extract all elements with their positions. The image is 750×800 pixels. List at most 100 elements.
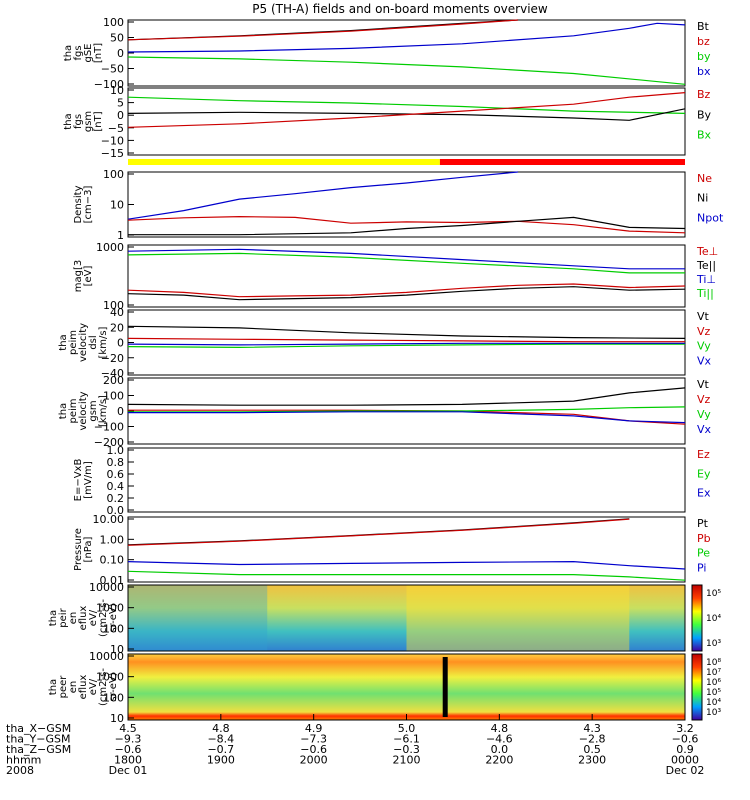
ephemeris-value: 2100 [393,754,421,767]
ephemeris-value: 4.5 [119,722,137,735]
ephemeris-label: hhmm [6,754,41,767]
y-axis-label: mag[3 [73,260,84,292]
legend-entry: Vt [697,378,710,391]
series-line-by [127,56,686,85]
ephemeris-value: 0.0 [491,743,509,756]
y-tick-label: 10000 [89,650,124,663]
y-tick-label: 0.10 [100,554,125,567]
legend-entry: Bt [697,20,710,33]
spectrogram-band [406,585,630,651]
legend-entry: Bx [697,129,712,142]
y-axis-label: [km/s] [98,326,109,358]
ephemeris-value: −7.3 [300,733,327,746]
y-axis-label: [mV/m] [83,461,94,499]
y-axis-label: [nPa] [83,536,94,562]
colorbar [691,584,703,652]
y-tick-label: 1.0 [107,444,125,457]
y-tick-label: −100 [94,421,124,434]
ephemeris-value: 4.9 [305,722,323,735]
ephemeris-value: 2300 [578,754,606,767]
panel-fgs_gse: 100 50 0 −50 −100 tha fgs gSE [nT] Bt bz by bx [63,16,711,91]
colorbar-label: 10⁶ [706,678,721,688]
y-axis-label: fgs [73,45,84,60]
y-tick-label: 0 [117,405,124,418]
legend-entry: Bz [697,88,711,101]
legend-entry: Ti|| [696,287,714,300]
y-axis-label: peir [58,607,69,627]
y-axis-label: [km/s] [98,395,109,427]
y-axis-label: gsm [83,111,94,132]
y-axis-label: (cm2-s- [98,668,109,706]
y-tick-label: 1000 [96,602,124,615]
legend-entry: by [697,50,711,63]
y-axis-label: tha [63,113,74,129]
series-line-Ni [128,216,686,236]
y-tick-label: 0 [117,109,124,122]
panel-peim_velocity_dsl: 40 20 0 −20 −40 tha peim velocity dsl [km/s] Vt Vz V… [58,306,712,380]
y-axis-label: E=−VxB [73,459,84,502]
panel-frame [127,584,686,652]
colorbar-label: 10⁵ [706,589,721,599]
y-tick-label: 0.4 [107,480,125,493]
legend-entry: Vz [697,393,711,406]
series-line-Bx [127,96,686,114]
y-tick-label: −5 [108,122,124,135]
series-line-Vz [127,337,685,343]
spectrogram-gap [442,657,448,717]
y-axis-label: Pressure [73,528,84,571]
legend-entry: Vx [697,354,712,367]
legend-entry: Ti⊥ [696,273,716,286]
series-line-Vx [127,342,685,346]
panel-peir_eflux: 10⁵ 10⁴ 10³ 10000 1000 100 10 tha peir en eflux eV/… [48,581,721,656]
y-axis-label: [cm−3] [83,186,94,224]
ephemeris-value: 0.9 [676,743,694,756]
y-tick-label: 10 [110,712,124,725]
y-tick-label: 40 [110,306,124,319]
y-tick-label: −100 [94,78,124,91]
y-axis-label: dsl [88,335,99,349]
y-tick-label: 0.01 [100,574,125,587]
series-line-Bz [127,92,686,128]
y-tick-label: 1000 [96,671,124,684]
series-line-Vy [128,406,686,413]
ephemeris-value: 4.3 [583,722,601,735]
ephemeris-value: 2200 [485,754,513,767]
legend-entry: bx [697,65,711,78]
series-line-Vt [127,387,686,406]
series-line-Te|| [127,286,686,301]
series-line-Vx [128,411,686,424]
y-tick-label: 100 [103,168,124,181]
legend-entry: Pb [697,532,711,545]
y-tick-label: 0.0 [107,504,125,517]
ephemeris-label: 2008 [6,764,34,777]
panel-frame [127,244,686,308]
legend-entry: Ey [697,467,711,480]
y-tick-label: 20 [110,321,124,334]
series-line-By [127,108,686,121]
legend-entry: Pi [697,561,706,574]
y-tick-label: 10000 [89,581,124,594]
y-axis-label: gSE [83,43,94,62]
y-axis-label: fgs [73,114,84,129]
y-axis-label: eflux [78,606,89,631]
ephemeris-value: 1800 [114,754,142,767]
panel-peim_velocity_gsm: 200 100 0 −100 −200 tha peim velocity gsm [km/s] V… [58,374,712,449]
panel-temperature: 1000 100 mag[3 [eV] Te⊥Te||Ti⊥Ti|| [73,241,718,312]
series-line-Vy [127,343,685,349]
series-line-Ne [127,215,686,234]
y-axis-label: (cm2-s- [98,599,109,637]
series-line-bz [127,19,518,41]
legend-entry: Ne [697,172,712,185]
y-axis-label: [nT] [93,43,104,63]
colorbar-label: 10³ [706,708,721,718]
legend-entry: Vt [697,310,710,323]
legend-entry: bz [697,35,710,48]
y-axis-label: [nT] [93,111,104,131]
legend-entry: Ex [697,487,711,500]
y-tick-label: 100 [103,390,124,403]
y-tick-label: 0.2 [107,492,125,505]
ephemeris-label: tha_Y−GSM [6,733,70,746]
ephemeris-value: 4.8 [491,722,509,735]
